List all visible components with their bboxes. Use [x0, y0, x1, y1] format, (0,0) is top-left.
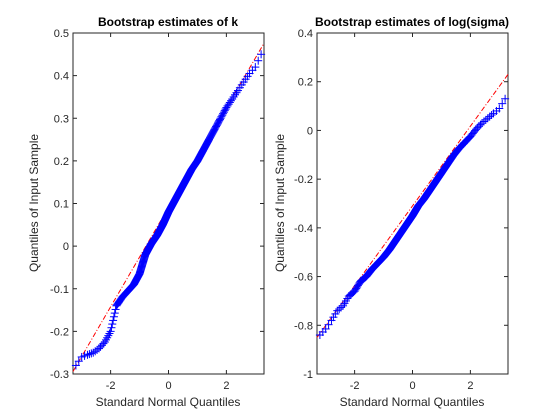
y-tick-label-log-sigma: -1	[303, 369, 313, 381]
data-point-k	[74, 357, 83, 366]
y-tick-label-log-sigma: 0	[307, 125, 313, 137]
y-axis-label-k: Quantiles of Input Sample	[27, 134, 41, 272]
data-point-k	[231, 90, 240, 99]
data-point-k	[108, 320, 117, 329]
data-point-log-sigma	[333, 306, 342, 315]
data-point-k	[229, 92, 238, 101]
data-point-log-sigma	[479, 117, 488, 126]
data-point-log-sigma	[487, 111, 496, 120]
x-tick-label-log-sigma: 0	[409, 380, 415, 392]
data-point-k	[71, 361, 80, 370]
data-point-log-sigma	[335, 305, 344, 314]
y-tick-label-k: 0	[63, 241, 69, 253]
reference-line-k	[72, 42, 265, 372]
plot-area-log-sigma	[316, 32, 509, 375]
data-point-k	[85, 350, 94, 359]
data-point-k	[228, 95, 237, 104]
data-point-log-sigma	[477, 119, 486, 128]
chart-k: Bootstrap estimates of k Standard Normal…	[27, 15, 266, 409]
data-point-log-sigma	[327, 316, 336, 325]
x-axis-label-k: Standard Normal Quantiles	[96, 395, 241, 409]
chart-log-sigma: Bootstrap estimates of log(sigma) Standa…	[273, 15, 510, 409]
data-point-k	[254, 56, 263, 65]
y-tick-label-log-sigma: -0.6	[294, 272, 313, 284]
data-point-log-sigma	[483, 114, 492, 123]
data-point-k	[103, 333, 112, 342]
data-point-log-sigma	[495, 104, 504, 113]
marks-k	[71, 42, 266, 372]
data-point-log-sigma	[324, 320, 333, 329]
x-tick-label-log-sigma: 2	[467, 380, 473, 392]
data-point-k	[107, 323, 116, 332]
x-tick-label-k: 0	[165, 380, 171, 392]
data-point-log-sigma	[501, 94, 510, 103]
data-point-k	[257, 50, 266, 59]
y-tick-label-k: -0.3	[50, 369, 69, 381]
ticks-log-sigma: -2 0 2 -1 -0.8 -0.6 -0.4 -0.2 0 0.2 0.4	[294, 28, 508, 392]
data-point-k	[111, 305, 120, 314]
y-tick-label-log-sigma: 0.4	[298, 28, 313, 40]
plot-area-k	[72, 32, 265, 375]
y-tick-label-k: 0.3	[54, 113, 69, 125]
y-tick-label-log-sigma: 0.2	[298, 77, 313, 89]
data-point-k	[109, 316, 118, 325]
y-tick-label-k: -0.2	[50, 326, 69, 338]
data-point-k	[83, 350, 92, 359]
y-tick-label-k: 0.1	[54, 199, 69, 211]
y-tick-label-k: 0.4	[54, 71, 69, 83]
data-point-k	[110, 309, 119, 318]
data-point-log-sigma	[329, 313, 338, 322]
data-point-k	[101, 335, 110, 344]
marks-log-sigma	[315, 74, 510, 340]
data-point-k	[104, 331, 113, 340]
chart-title-k: Bootstrap estimates of k	[98, 15, 238, 29]
data-point-k	[100, 338, 109, 347]
data-point-log-sigma	[481, 115, 490, 124]
ticks-k: -2 0 2 -0.3 -0.2 -0.1 0 0.1 0.2 0.3 0.4 0.5	[50, 28, 264, 392]
data-point-log-sigma	[498, 99, 507, 108]
x-axis-label-log-sigma: Standard Normal Quantiles	[340, 395, 485, 409]
data-point-k	[109, 312, 118, 321]
data-point-log-sigma	[337, 303, 346, 312]
y-tick-label-log-sigma: -0.8	[294, 320, 313, 332]
y-axis-label-log-sigma: Quantiles of Input Sample	[273, 134, 287, 272]
data-point-k	[106, 327, 115, 336]
y-tick-label-k: 0.5	[54, 28, 69, 40]
x-tick-label-k: 2	[223, 380, 229, 392]
data-point-log-sigma	[321, 324, 330, 333]
y-tick-label-k: 0.2	[54, 156, 69, 168]
data-point-k	[251, 63, 260, 72]
chart-title-log-sigma: Bootstrap estimates of log(sigma)	[315, 15, 509, 29]
data-point-k	[221, 105, 230, 114]
x-tick-label-log-sigma: -2	[350, 380, 360, 392]
y-tick-label-log-sigma: -0.2	[294, 174, 313, 186]
data-point-k	[87, 349, 96, 358]
x-tick-label-k: -2	[106, 380, 116, 392]
y-tick-label-k: -0.1	[50, 284, 69, 296]
data-point-k	[232, 88, 241, 97]
y-tick-label-log-sigma: -0.4	[294, 223, 313, 235]
data-point-log-sigma	[331, 309, 340, 318]
data-point-log-sigma	[485, 112, 494, 121]
data-point-k	[210, 125, 219, 134]
data-point-k	[105, 329, 114, 338]
